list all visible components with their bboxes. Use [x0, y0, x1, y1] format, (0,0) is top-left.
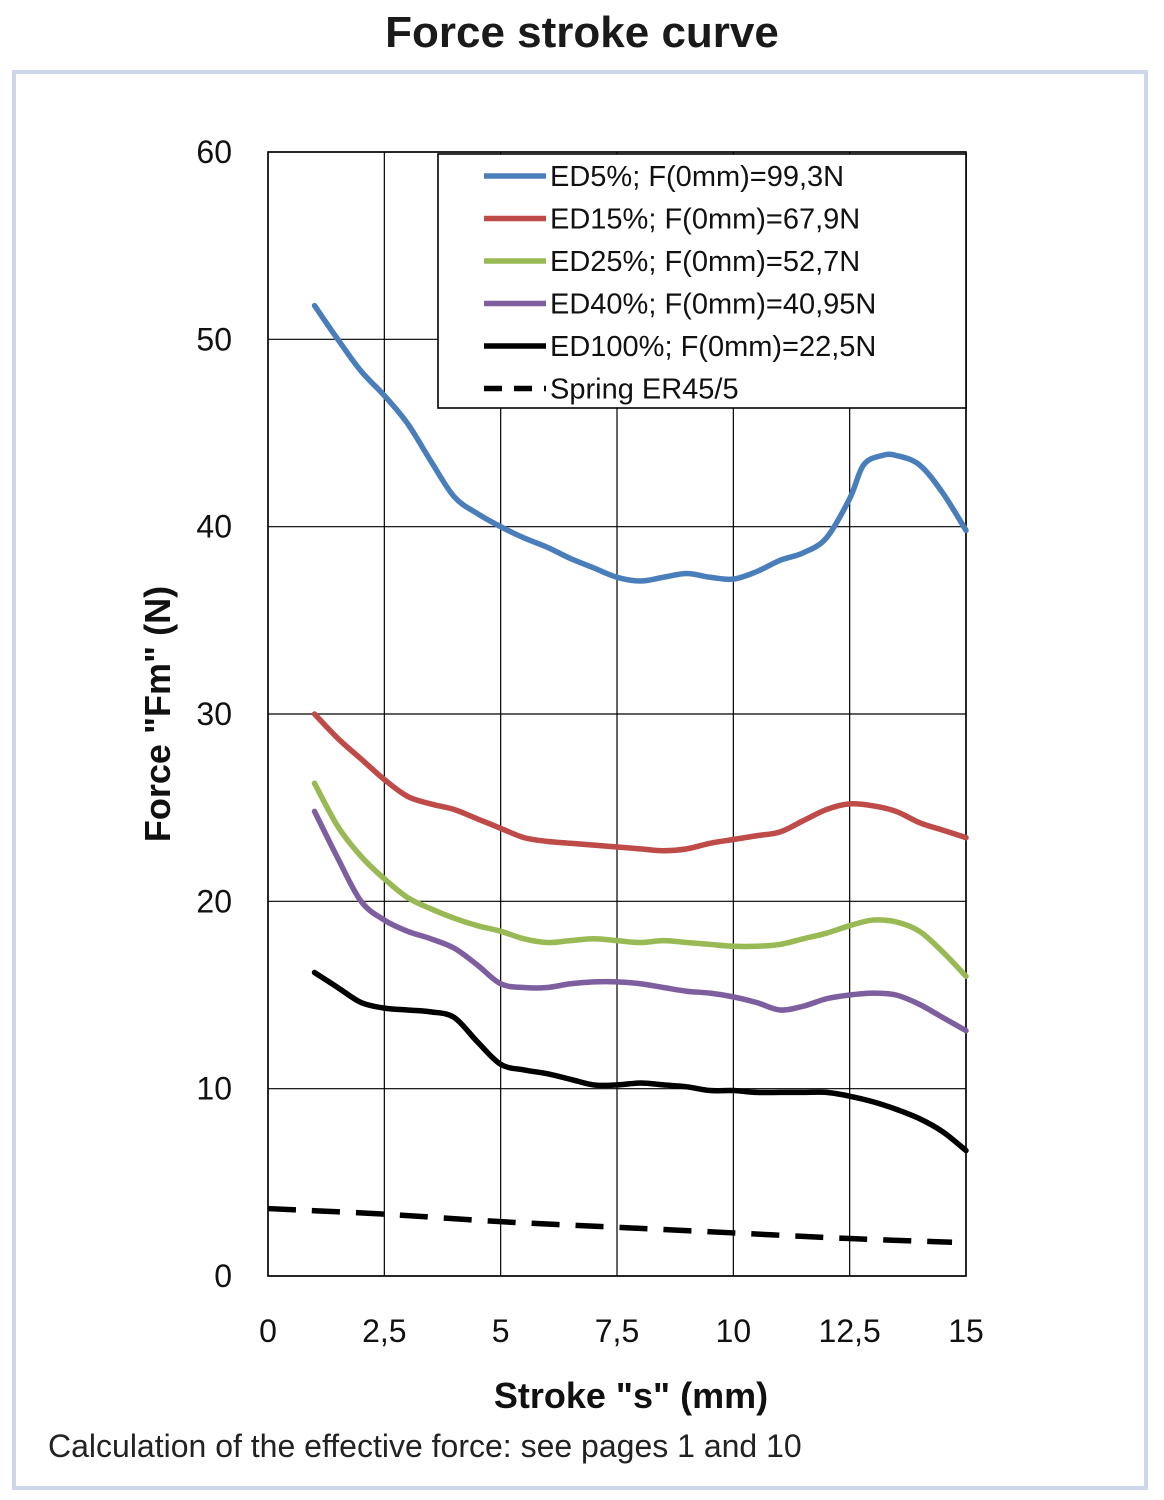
x-tick-label: 5: [492, 1313, 510, 1349]
series-line-0: [311, 302, 969, 584]
series-line-4: [311, 969, 969, 1154]
y-tick-label: 20: [196, 883, 232, 919]
x-tick-label: 7,5: [595, 1313, 639, 1349]
x-tick-label: 12,5: [819, 1313, 881, 1349]
series-line-5: [267, 1205, 953, 1246]
legend: ED5%; F(0mm)=99,3N ED15%; F(0mm)=67,9N ED2…: [437, 153, 967, 409]
legend-label: ED15%; F(0mm)=67,9N: [550, 204, 860, 236]
x-tick-label: 10: [716, 1313, 752, 1349]
legend-label: ED100%; F(0mm)=22,5N: [550, 331, 876, 363]
footer-note: Calculation of the effective force: see …: [48, 1428, 802, 1464]
series-line-2: [311, 780, 969, 980]
x-tick-label: 15: [948, 1313, 984, 1349]
chart-title: Force stroke curve: [385, 8, 779, 57]
legend-box: [437, 153, 967, 409]
legend-label: ED40%; F(0mm)=40,95N: [550, 289, 876, 321]
y-axis-title: Force "Fm" (N): [137, 586, 178, 842]
x-tick-label: 0: [259, 1313, 277, 1349]
x-axis-title: Stroke "s" (mm): [494, 1375, 768, 1416]
y-tick-label: 50: [196, 321, 232, 357]
series-line-3: [311, 808, 969, 1034]
y-tick-label: 60: [196, 134, 232, 170]
y-tick-label: 40: [196, 509, 232, 545]
y-tick-label: 0: [214, 1258, 232, 1294]
legend-label: ED5%; F(0mm)=99,3N: [550, 161, 844, 193]
series-lines: [267, 302, 969, 1246]
series-line-1: [311, 711, 969, 854]
x-tick-label: 2,5: [362, 1313, 406, 1349]
legend-label: Spring ER45/5: [550, 374, 739, 406]
plot-border: [267, 151, 967, 1277]
tick-labels: 0 2,5 5 7,5 10 12,5 15 0 10 20 30 40 50 60: [196, 134, 983, 1349]
legend-label: ED25%; F(0mm)=52,7N: [550, 246, 860, 278]
y-tick-label: 30: [196, 696, 232, 732]
y-tick-label: 10: [196, 1071, 232, 1107]
